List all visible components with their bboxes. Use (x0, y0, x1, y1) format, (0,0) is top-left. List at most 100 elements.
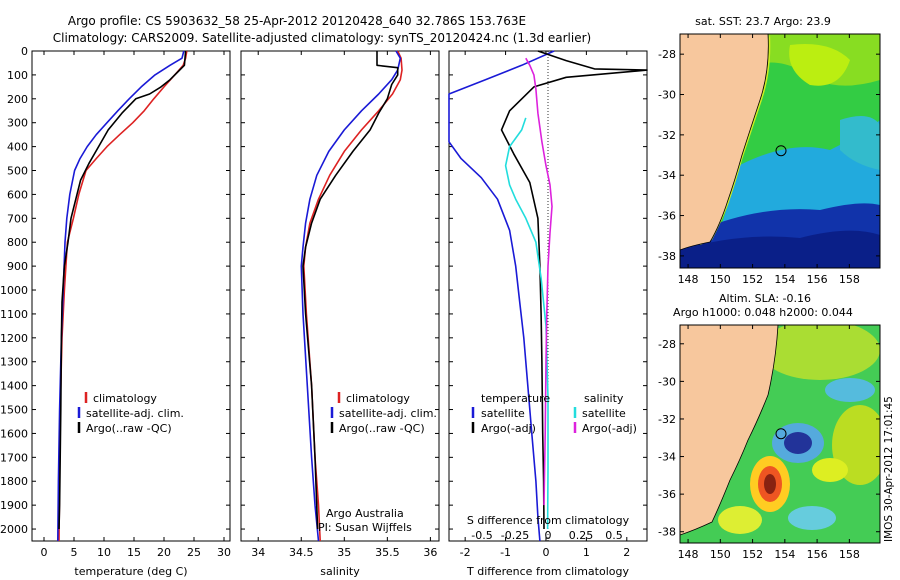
map-y-tick-label: -30 (658, 375, 676, 388)
x-tick-label: -1 (500, 546, 511, 559)
s-tick-label: 0.25 (569, 529, 594, 542)
s-difference-ticks: -0.5 -0.25 0 0.25 0.5 (471, 529, 622, 542)
sla-high-patch-d (718, 506, 762, 534)
salinity-lines (300, 50, 403, 542)
map-x-tick-label: 156 (807, 548, 828, 561)
sla-high-eddy-core (764, 474, 776, 494)
sla-coastline (680, 325, 779, 536)
map-y-tick-label: -38 (658, 526, 676, 539)
x-tick-label: 34.5 (289, 546, 314, 559)
map-x-tick-label: 152 (742, 273, 763, 286)
legend-group-salinity: salinity (584, 392, 624, 405)
x-tick-label: 30 (217, 546, 231, 559)
salinity-axes-frame (240, 50, 440, 542)
legend-label-argo: Argo(..raw -QC) (86, 422, 172, 435)
y-tick-label: 800 (7, 236, 28, 249)
y-tick-label: 500 (7, 165, 28, 178)
series-line-satellite (448, 50, 555, 542)
legend-label-t-satellite: satellite (481, 407, 525, 420)
y-tick-label: 1000 (0, 284, 28, 297)
credit-line1: Argo Australia (326, 507, 404, 520)
sst-warm-patch (789, 44, 850, 86)
t-difference-label: T difference from climatology (466, 565, 629, 578)
map-y-tick-label: -36 (658, 488, 676, 501)
sla-high-patch-b (812, 458, 848, 482)
y-tick-label: 400 (7, 141, 28, 154)
credit-line2: PI: Susan Wijffels (318, 521, 412, 534)
map-y-tick-label: -30 (658, 89, 676, 102)
map-y-tick-label: -34 (658, 169, 676, 182)
y-tick-label: 200 (7, 93, 28, 106)
sla-low-patch-c (788, 506, 836, 530)
map-x-tick-label: 158 (839, 548, 860, 561)
sst-float-marker (775, 145, 787, 157)
x-tick-label: 0 (41, 546, 48, 559)
series-line-satellite (504, 117, 549, 530)
header-line1: Argo profile: CS 5903632_58 25-Apr-2012 … (68, 14, 526, 28)
map-y-tick-label: -32 (658, 413, 676, 426)
y-tick-label: 1700 (0, 451, 28, 464)
y-tick-label: 1900 (0, 499, 28, 512)
header-line2: Climatology: CARS2009. Satellite-adjuste… (53, 31, 591, 45)
x-tick-label: 34 (251, 546, 265, 559)
legend-group-temperature: temperature (481, 392, 550, 405)
sst-map-title: sat. SST: 23.7 Argo: 23.9 (695, 15, 831, 28)
series-line-argo-raw-qc- (58, 50, 187, 530)
map-x-tick-label: 148 (678, 548, 699, 561)
s-tick-label: -0.5 (471, 529, 492, 542)
y-tick-label: 1400 (0, 380, 28, 393)
legend-label-s-satellite: satellite (582, 407, 626, 420)
depth-ticks: 0 100 200 300 400 500 600 700 800 900 1000 1100 1200… (0, 45, 230, 536)
sla-high-region-north (760, 325, 880, 380)
difference-legend: temperature salinity satellite Argo(-adj… (471, 392, 637, 435)
y-tick-label: 1800 (0, 475, 28, 488)
y-tick-label: 1500 (0, 404, 28, 417)
map-y-tick-label: -36 (658, 210, 676, 223)
s-tick-label: -0.25 (501, 529, 529, 542)
map-y-tick-label: -38 (658, 250, 676, 263)
x-tick-label: 10 (97, 546, 111, 559)
temperature-legend: climatology satellite-adj. clim. Argo(..… (77, 392, 184, 435)
series-line-argo-adj- (500, 50, 648, 530)
salinity-panel: 34 34.5 35 35.5 36 salinity climatology sate… (240, 50, 440, 578)
legend-label-satellite: satellite-adj. clim. (86, 407, 184, 420)
sst-coastline (680, 34, 769, 251)
temperature-ticks: 0 5 10 15 20 25 30 (41, 51, 231, 559)
difference-ticks: -2 -1 0 1 2 (449, 50, 647, 559)
x-tick-label: 2 (623, 546, 630, 559)
map-x-tick-label: 154 (774, 273, 795, 286)
sla-map-frame (679, 324, 881, 544)
temperature-axis-label: temperature (deg C) (74, 565, 187, 578)
series-line-argo-adj- (525, 57, 553, 506)
y-tick-label: 600 (7, 188, 28, 201)
sla-float-marker (775, 428, 787, 440)
x-tick-label: 25 (187, 546, 201, 559)
s-tick-label: 0.5 (605, 529, 623, 542)
y-tick-label: 300 (7, 117, 28, 130)
series-line-argo-raw-qc- (302, 51, 399, 530)
legend-label-s-argo: Argo(-adj) (582, 422, 637, 435)
x-tick-label: 35 (337, 546, 351, 559)
salinity-legend: climatology satellite-adj. clim. Argo(..… (330, 392, 437, 435)
legend-label-t-argo: Argo(-adj) (481, 422, 536, 435)
temperature-panel: 0100200300400500600700800900100011001200… (0, 45, 231, 578)
map-x-tick-label: 150 (710, 548, 731, 561)
x-tick-label: 0 (542, 546, 549, 559)
x-tick-label: -2 (460, 546, 471, 559)
y-tick-label: 1100 (0, 308, 28, 321)
series-line-satellite-adj-clim- (300, 50, 402, 542)
legend-label-argo: Argo(..raw -QC) (339, 422, 425, 435)
x-tick-label: 20 (157, 546, 171, 559)
x-tick-label: 5 (71, 546, 78, 559)
sla-map-title2: Argo h1000: 0.048 h2000: 0.044 (673, 306, 853, 319)
sst-cool-patch (840, 116, 880, 170)
sla-land (680, 325, 778, 535)
y-tick-label: 1200 (0, 332, 28, 345)
map-x-tick-label: 156 (807, 273, 828, 286)
x-tick-label: 1 (583, 546, 590, 559)
sst-map: sat. SST: 23.7 Argo: 23.9 -28 -30 -32 -34 -3… (658, 15, 881, 286)
map-x-tick-label: 154 (774, 548, 795, 561)
sst-cold-core (680, 230, 880, 268)
